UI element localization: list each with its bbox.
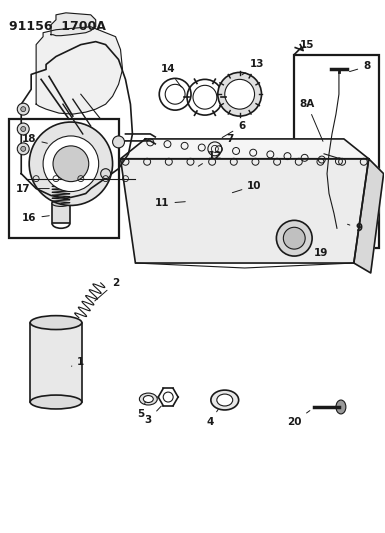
Text: 19: 19: [304, 243, 328, 258]
Ellipse shape: [183, 187, 201, 194]
Circle shape: [283, 227, 305, 249]
Polygon shape: [36, 27, 122, 114]
Bar: [53, 139, 69, 174]
Text: 3: 3: [145, 406, 161, 425]
Polygon shape: [354, 159, 383, 273]
Text: 11: 11: [155, 198, 185, 208]
Circle shape: [17, 123, 29, 135]
Ellipse shape: [185, 158, 199, 163]
Text: 16: 16: [22, 213, 49, 223]
Polygon shape: [121, 159, 369, 263]
Circle shape: [17, 103, 29, 115]
Bar: [187, 159, 197, 171]
Text: 8A: 8A: [300, 99, 323, 141]
Circle shape: [21, 126, 26, 132]
Text: 7: 7: [220, 134, 233, 146]
Text: 8: 8: [350, 61, 370, 71]
Ellipse shape: [184, 168, 200, 174]
Text: 12: 12: [198, 151, 222, 166]
Circle shape: [21, 107, 26, 111]
Circle shape: [225, 79, 254, 109]
Text: 6: 6: [222, 121, 245, 138]
Circle shape: [321, 150, 329, 158]
Circle shape: [17, 143, 29, 155]
Text: 10: 10: [233, 181, 262, 193]
Text: 1: 1: [72, 357, 84, 367]
Circle shape: [258, 185, 273, 201]
Bar: [294, 54, 378, 248]
Circle shape: [100, 169, 110, 179]
Circle shape: [276, 220, 312, 256]
Ellipse shape: [211, 390, 239, 410]
Ellipse shape: [30, 316, 82, 329]
Ellipse shape: [143, 395, 153, 402]
Circle shape: [251, 180, 280, 207]
Circle shape: [43, 136, 99, 191]
Text: 18: 18: [22, 134, 47, 144]
Bar: [52, 204, 70, 223]
Ellipse shape: [217, 394, 233, 406]
Text: 20: 20: [287, 410, 310, 427]
Text: 2: 2: [95, 278, 119, 301]
Polygon shape: [51, 13, 96, 36]
Bar: [9, 119, 119, 238]
Circle shape: [218, 72, 261, 116]
Bar: [50, 137, 72, 143]
Text: 9: 9: [348, 223, 362, 233]
Circle shape: [53, 146, 89, 182]
Bar: [57, 143, 65, 171]
Circle shape: [336, 221, 346, 231]
Ellipse shape: [30, 395, 82, 409]
Ellipse shape: [52, 200, 70, 206]
Text: 17: 17: [16, 183, 49, 193]
Polygon shape: [121, 139, 369, 159]
Bar: [30, 322, 82, 402]
Circle shape: [21, 147, 26, 151]
Text: 15: 15: [300, 39, 315, 50]
Text: 14: 14: [161, 64, 181, 87]
Text: 4: 4: [206, 409, 218, 427]
Circle shape: [112, 136, 124, 148]
Text: 5: 5: [137, 402, 146, 419]
Ellipse shape: [139, 393, 157, 405]
Circle shape: [29, 122, 112, 205]
Text: 13: 13: [242, 60, 265, 75]
Ellipse shape: [336, 400, 346, 414]
Text: 91156  1700A: 91156 1700A: [9, 20, 106, 33]
